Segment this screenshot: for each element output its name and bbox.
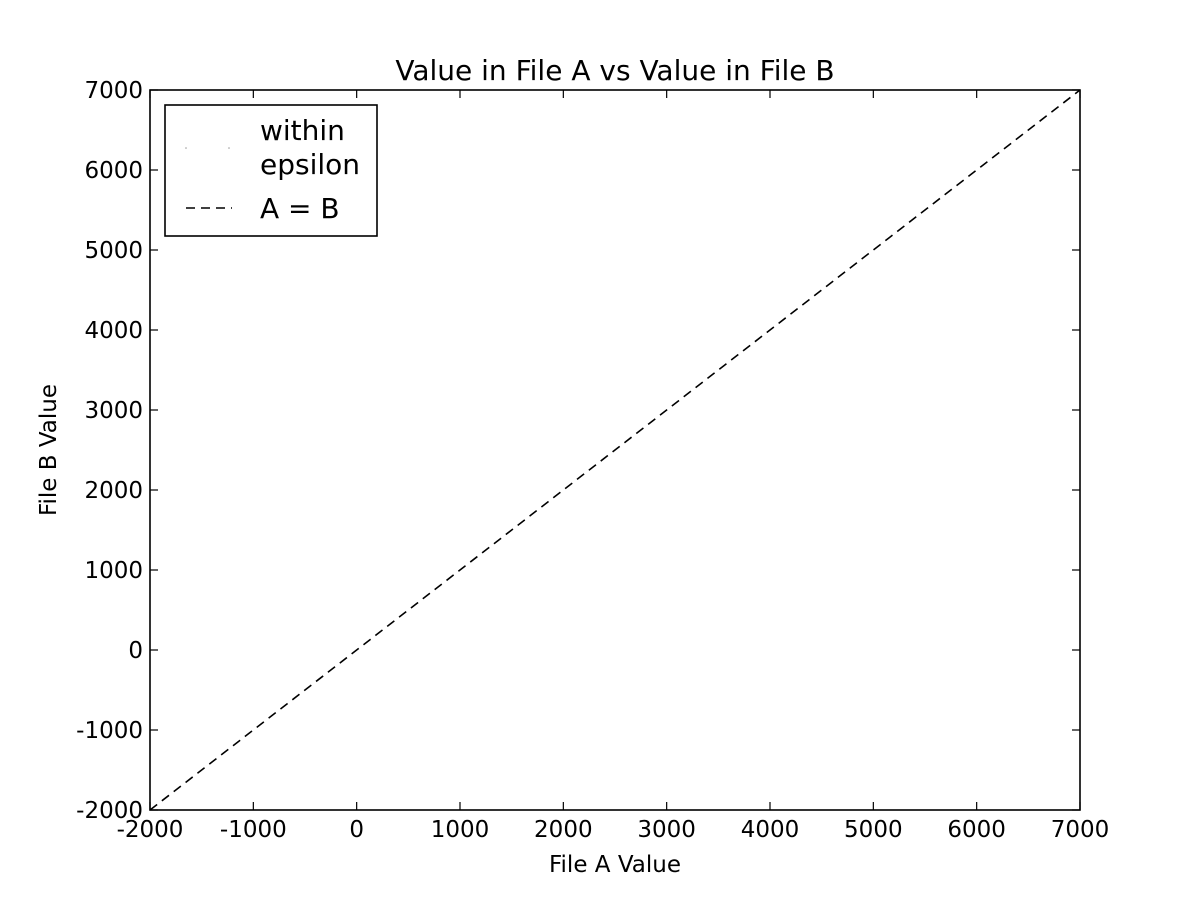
x-tick-label: 2000 — [534, 817, 593, 843]
y-tick-label: 3000 — [84, 398, 143, 424]
data-point — [632, 434, 635, 437]
x-tick-label: 1000 — [431, 817, 490, 843]
legend-marker-within-epsilon — [228, 147, 230, 149]
x-tick-label: -1000 — [220, 817, 287, 843]
y-axis-label: File B Value — [36, 384, 62, 516]
legend-label-within-epsilon: within — [260, 114, 345, 147]
plot-area — [149, 89, 1081, 811]
y-tick-label: 1000 — [84, 558, 143, 584]
y-tick-label: 0 — [128, 638, 143, 664]
legend-label-a-equals-b: A = B — [260, 192, 340, 225]
x-tick-label: 7000 — [1051, 817, 1110, 843]
x-tick-label: 4000 — [741, 817, 800, 843]
y-tick-label: 6000 — [84, 158, 143, 184]
data-point — [620, 444, 623, 447]
series-line-a-equals-b — [149, 89, 1081, 811]
y-tick-label: 5000 — [84, 238, 143, 264]
x-tick-label: 3000 — [637, 817, 696, 843]
x-tick-label: 6000 — [947, 817, 1006, 843]
legend-label-within-epsilon: epsilon — [260, 148, 360, 181]
axis-ticks: -2000 -1000 0 1000 2000 3000 4000 5000 6000 7000 -… — [76, 78, 1109, 843]
plot-frame — [149, 89, 1081, 811]
x-tick-label: -2000 — [117, 817, 184, 843]
y-tick-label: -1000 — [76, 718, 143, 744]
x-tick-label: 0 — [349, 817, 364, 843]
y-tick-label: 7000 — [84, 78, 143, 104]
legend-box — [164, 104, 378, 237]
x-axis-label: File A Value — [549, 852, 681, 878]
y-tick-label: 2000 — [84, 478, 143, 504]
x-tick-label: 5000 — [844, 817, 903, 843]
y-tick-label: -2000 — [76, 798, 143, 824]
chart-title: Value in File A vs Value in File B — [395, 54, 834, 87]
legend-marker-within-epsilon — [185, 147, 187, 149]
y-tick-label: 4000 — [84, 318, 143, 344]
